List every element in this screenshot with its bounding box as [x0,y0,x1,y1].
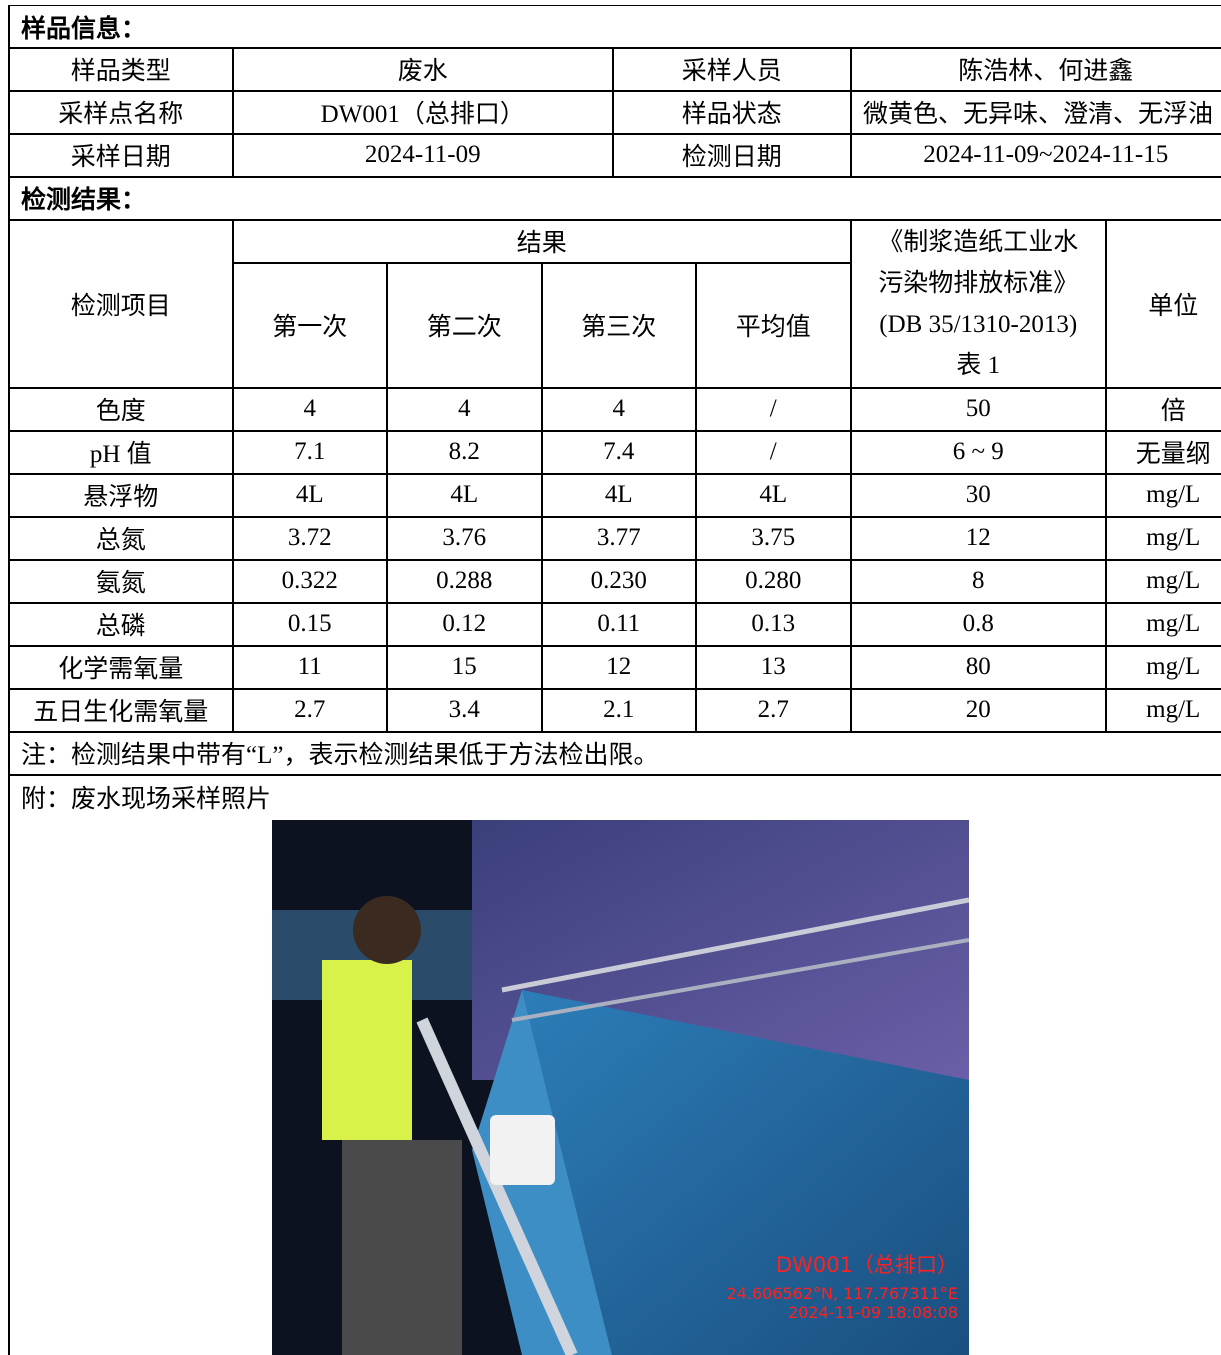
header-cell: 第一次 [232,262,388,389]
result-cell: 0.280 [695,559,852,604]
result-cell: mg/L [1105,688,1221,733]
standard-line: 表 1 [956,351,1001,379]
result-cell: 0.230 [541,559,697,604]
photo-caption: DW001（总排口） [776,1253,958,1277]
result-cell: 4 [232,387,388,432]
result-cell: 80 [850,645,1107,690]
result-cell: mg/L [1105,602,1221,647]
standard-line: 《制浆造纸工业水 [878,228,1079,256]
result-cell: 13 [695,645,852,690]
info-label: 采样人员 [612,47,852,92]
result-cell: 五日生化需氧量 [8,688,234,733]
result-cell: 0.322 [232,559,388,604]
result-cell: 2.1 [541,688,697,733]
result-cell: 20 [850,688,1107,733]
result-cell: 3.72 [232,516,388,561]
info-value: 微黄色、无异味、澄清、无浮油 [850,90,1221,135]
header-cell: 结果 [232,219,852,264]
standard-header: 《制浆造纸工业水 污染物排放标准》 (DB 35/1310-2013) 表 1 [850,219,1107,389]
result-cell: 总氮 [8,516,234,561]
section-title: 检测结果： [8,176,1221,221]
info-value: 废水 [232,47,614,92]
result-cell: 3.75 [695,516,852,561]
note: 注：检测结果中带有“L”，表示检测结果低于方法检出限。 [8,731,1221,776]
result-cell: 3.76 [386,516,543,561]
result-cell: 7.4 [541,430,697,475]
result-cell: 0.15 [232,602,388,647]
result-cell: 6 ~ 9 [850,430,1107,475]
result-cell: 3.77 [541,516,697,561]
result-cell: 4L [386,473,543,518]
header-cell: 第三次 [541,262,697,389]
result-cell: 11 [232,645,388,690]
result-cell: mg/L [1105,473,1221,518]
result-cell: 悬浮物 [8,473,234,518]
sample-photo: DW001（总排口） 24.606562°N, 117.767311°E 202… [272,820,969,1355]
result-cell: 0.12 [386,602,543,647]
attachment-title: 附：废水现场采样照片 [8,774,1221,819]
section-title: 样品信息： [8,5,1221,49]
header-cell: 单位 [1105,219,1221,389]
info-label: 样品类型 [8,47,234,92]
info-value: DW001（总排口） [232,90,614,135]
result-cell: 3.4 [386,688,543,733]
result-cell: 30 [850,473,1107,518]
result-cell: 4L [541,473,697,518]
info-label: 采样日期 [8,133,234,178]
result-cell: 无量纲 [1105,430,1221,475]
result-cell: 8.2 [386,430,543,475]
header-cell: 检测项目 [8,219,234,389]
result-cell: mg/L [1105,559,1221,604]
photo-caption: 2024-11-09 18:08:08 [788,1303,958,1322]
result-cell: 0.8 [850,602,1107,647]
result-cell: 50 [850,387,1107,432]
standard-line: 污染物排放标准》 [878,269,1079,297]
header-cell: 第二次 [386,262,543,389]
result-cell: 氨氮 [8,559,234,604]
info-value: 2024-11-09 [232,133,614,178]
result-cell: 色度 [8,387,234,432]
info-value: 2024-11-09~2024-11-15 [850,133,1221,178]
info-label: 采样点名称 [8,90,234,135]
info-label: 检测日期 [612,133,852,178]
result-cell: 4 [541,387,697,432]
result-cell: 7.1 [232,430,388,475]
result-cell: 4L [232,473,388,518]
result-cell: 2.7 [232,688,388,733]
result-cell: 12 [541,645,697,690]
result-cell: 15 [386,645,543,690]
result-cell: 2.7 [695,688,852,733]
result-cell: 8 [850,559,1107,604]
result-cell: 0.13 [695,602,852,647]
result-cell: / [695,387,852,432]
result-cell: 12 [850,516,1107,561]
info-value: 陈浩林、何进鑫 [850,47,1221,92]
result-cell: mg/L [1105,516,1221,561]
result-cell: mg/L [1105,645,1221,690]
result-cell: pH 值 [8,430,234,475]
result-cell: 化学需氧量 [8,645,234,690]
result-cell: 0.288 [386,559,543,604]
standard-line: (DB 35/1310-2013) [879,310,1078,338]
result-cell: / [695,430,852,475]
result-cell: 倍 [1105,387,1221,432]
info-label: 样品状态 [612,90,852,135]
result-cell: 0.11 [541,602,697,647]
header-cell: 平均值 [695,262,852,389]
result-cell: 总磷 [8,602,234,647]
result-cell: 4L [695,473,852,518]
result-cell: 4 [386,387,543,432]
photo-caption: 24.606562°N, 117.767311°E [727,1284,958,1303]
